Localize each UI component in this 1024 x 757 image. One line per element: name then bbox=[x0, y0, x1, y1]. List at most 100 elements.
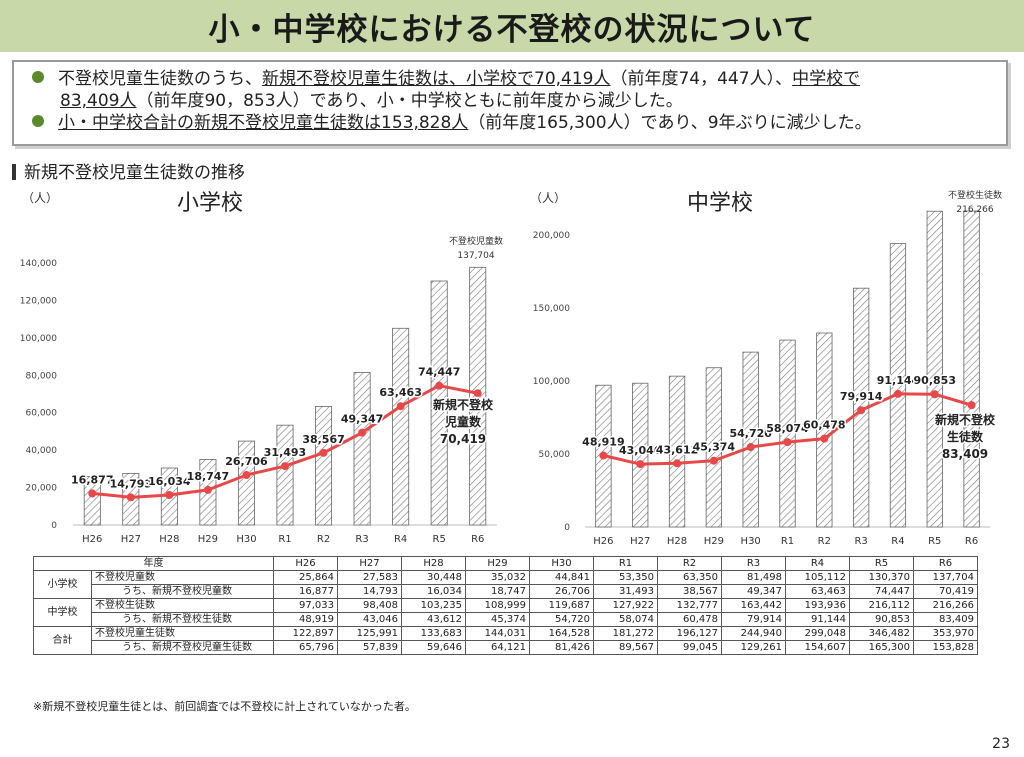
table-row-label: 不登校児童数 bbox=[91, 570, 274, 585]
table-cell: 45,374 bbox=[465, 612, 530, 627]
bar-annotation-value: 137,704 bbox=[457, 251, 494, 261]
summary-text: （前年度90，853人）であり、小・中学校ともに前年度から減少した。 bbox=[136, 91, 683, 111]
x-tick-label: R5 bbox=[928, 536, 941, 547]
line-point-H26 bbox=[599, 451, 608, 460]
summary-text: 小・中学校合計の新規不登校児童生徒数は153,828人 bbox=[58, 113, 469, 133]
line-point-R5 bbox=[435, 381, 444, 390]
line-annotation: 新規不登校 bbox=[433, 397, 494, 412]
table-cell: 57,839 bbox=[337, 640, 402, 655]
table-header-cell: R1 bbox=[593, 556, 658, 571]
table-cell: 244,940 bbox=[721, 626, 786, 641]
table-cell: 49,347 bbox=[721, 584, 786, 599]
table-cell: 353,970 bbox=[913, 626, 978, 641]
bar-H28 bbox=[668, 375, 686, 528]
line-point-R1 bbox=[281, 462, 289, 471]
table-cell: 74,447 bbox=[849, 584, 914, 599]
table-cell: 144,031 bbox=[465, 626, 530, 641]
table-cell: 64,121 bbox=[465, 640, 530, 655]
table-cell: 91,144 bbox=[785, 612, 850, 627]
x-tick-label: R2 bbox=[818, 536, 831, 547]
x-tick-label: R6 bbox=[965, 536, 978, 547]
table-cell: 299,048 bbox=[785, 626, 850, 641]
x-tick-label: R3 bbox=[355, 534, 368, 545]
table-cell: 81,426 bbox=[529, 640, 594, 655]
table-row: 合計 不登校児童生徒数 122,897 125,991 133,683 144,031 16… bbox=[33, 626, 978, 655]
table-cell: 30,448 bbox=[401, 570, 466, 585]
line-annotation: 新規不登校 bbox=[935, 412, 996, 427]
x-tick-label: H30 bbox=[741, 536, 761, 547]
y-tick-label: 60,000 bbox=[26, 409, 58, 419]
x-tick-label: R1 bbox=[278, 534, 291, 545]
table-row: 中学校 不登校生徒数 97,033 98,408 103,235 108,999 119,6… bbox=[33, 598, 978, 627]
y-tick-label: 80,000 bbox=[26, 371, 58, 381]
y-tick-label: 100,000 bbox=[533, 377, 570, 387]
table-cell: 90,853 bbox=[849, 612, 914, 627]
line-point-H27 bbox=[126, 493, 135, 502]
table-cell: 346,482 bbox=[849, 626, 914, 641]
line-point-R4 bbox=[893, 389, 902, 398]
x-tick-label: R2 bbox=[317, 534, 330, 545]
table-cell: 125,991 bbox=[337, 626, 402, 641]
table-row-label: うち、新規不登校児童生徒数 bbox=[91, 640, 274, 655]
y-tick-label: 120,000 bbox=[20, 296, 57, 306]
page-number: 23 bbox=[992, 736, 1010, 752]
table-cell: 154,607 bbox=[785, 640, 850, 655]
line-point-H28 bbox=[673, 459, 682, 468]
table-cell: 119,687 bbox=[529, 598, 594, 613]
table-cell: 193,936 bbox=[785, 598, 850, 613]
y-tick-label: 200,000 bbox=[533, 231, 570, 241]
table-row: うち、新規不登校児童数 16,877 14,793 16,034 18,747 26,70… bbox=[34, 584, 978, 599]
summary-text: 中学校で bbox=[792, 69, 861, 89]
point-label: 63,463 bbox=[379, 386, 421, 399]
chart-junior-high: 中学校 （人） 0 50,000 100,000 150,000 200,000 H26 H27… bbox=[530, 189, 1002, 547]
summary-text: 83,409人 bbox=[60, 91, 137, 111]
y-unit-label: （人） bbox=[22, 191, 58, 205]
bar-H26 bbox=[83, 476, 101, 526]
bar-annotation-label: 不登校生徒数 bbox=[948, 189, 1002, 201]
x-tick-label: H26 bbox=[593, 536, 613, 547]
y-tick-label: 50,000 bbox=[539, 450, 571, 460]
point-label: 43,612 bbox=[656, 443, 698, 456]
summary-box: 不登校児童生徒数のうち、新規不登校児童生徒数は、小学校で70,419人（前年度7… bbox=[12, 60, 1008, 146]
table-cell: 83,409 bbox=[913, 612, 978, 627]
table-cell: 108,999 bbox=[465, 598, 530, 613]
x-tick-label: H28 bbox=[159, 534, 179, 545]
table-header-cell: H28 bbox=[401, 556, 466, 571]
bar-R4 bbox=[889, 243, 907, 528]
point-label: 14,793 bbox=[110, 477, 152, 490]
x-tick-label: R4 bbox=[891, 536, 904, 547]
chart-elementary: 小学校 （人） 0 20,000 40,000 60,000 80,000 100,000 12… bbox=[20, 191, 503, 545]
bar-R2 bbox=[816, 332, 833, 528]
line-point-R2 bbox=[319, 448, 328, 457]
table-cell: 44,841 bbox=[529, 570, 594, 585]
line-annotation: 83,409 bbox=[942, 447, 988, 461]
point-label: 16,034 bbox=[148, 475, 191, 488]
table-cell: 164,528 bbox=[529, 626, 594, 641]
x-tick-label: H27 bbox=[630, 536, 650, 547]
point-label: 49,347 bbox=[341, 413, 383, 426]
bar-H29 bbox=[705, 367, 722, 528]
x-tick-label: H27 bbox=[121, 534, 141, 545]
line-point-R3 bbox=[358, 428, 367, 437]
bar-R6 bbox=[963, 210, 980, 528]
table-cell: 63,463 bbox=[785, 584, 850, 599]
table-cell: 98,408 bbox=[337, 598, 402, 613]
chart-title: 小学校 bbox=[177, 191, 243, 216]
x-tick-label: R3 bbox=[854, 536, 867, 547]
x-tick-label: H30 bbox=[236, 534, 256, 545]
table-cell: 165,300 bbox=[849, 640, 914, 655]
data-table: 年度 H26 H27 H28 H29 H30 R1 R2 R3 R4 R5 R6 小学校 不登校児童数 25… bbox=[33, 556, 978, 655]
table-header-row: 年度 H26 H27 H28 H29 H30 R1 R2 R3 R4 R5 R6 bbox=[33, 556, 978, 571]
line-point-R5 bbox=[930, 390, 939, 399]
summary-text: 新規不登校児童生徒数は、 bbox=[262, 69, 466, 89]
table-row: うち、新規不登校児童生徒数 65,796 57,839 59,646 64,121 81,… bbox=[34, 640, 978, 655]
table-cell: 133,683 bbox=[401, 626, 466, 641]
x-tick-label: R6 bbox=[471, 534, 484, 545]
bar-annotation-label: 不登校児童数 bbox=[449, 235, 503, 247]
line-point-R6 bbox=[967, 401, 976, 410]
table-cell: 70,419 bbox=[913, 584, 978, 599]
table-cell: 105,112 bbox=[785, 570, 850, 585]
table-header-cell: 年度 bbox=[33, 556, 274, 571]
line-point-R2 bbox=[820, 434, 829, 443]
section-title: 新規不登校児童生徒数の推移 bbox=[12, 158, 245, 183]
